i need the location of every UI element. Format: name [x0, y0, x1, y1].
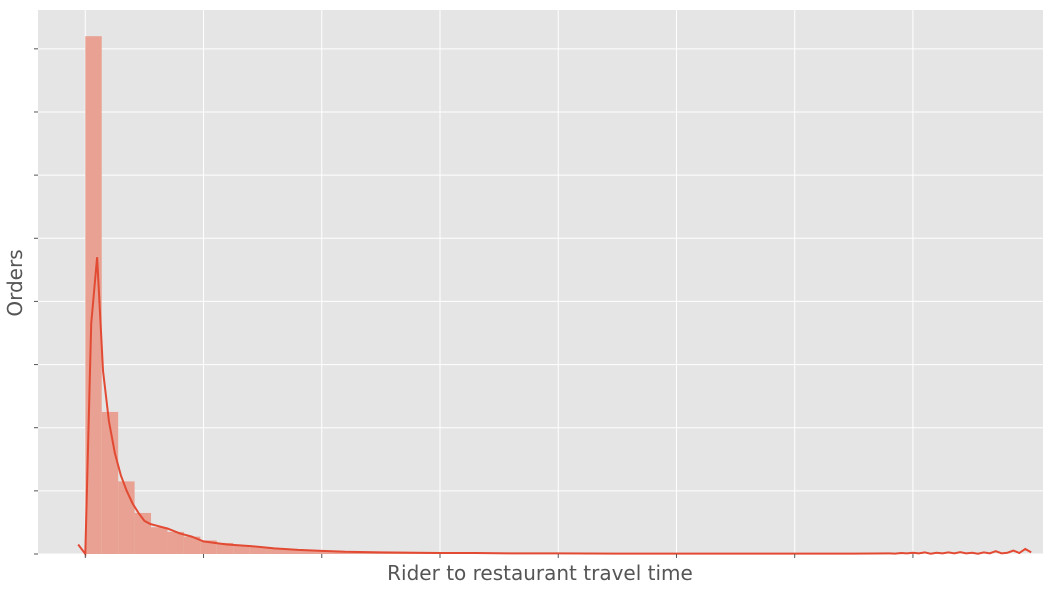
y-axis-ticks: [34, 48, 38, 555]
histogram-bar: [151, 527, 168, 554]
histogram-bar: [200, 540, 217, 554]
histogram-bar: [348, 552, 365, 554]
vertical-gridlines: [84, 10, 914, 554]
plot-background: [38, 10, 1043, 554]
y-axis-label: Orders: [3, 249, 27, 316]
horizontal-gridlines: [38, 48, 1043, 555]
histogram-bar: [282, 549, 299, 554]
histogram-bar: [331, 551, 349, 554]
histogram-bar: [315, 551, 332, 554]
histogram-bar: [183, 536, 201, 554]
histogram-bar: [216, 542, 234, 554]
histogram-bar: [233, 545, 250, 554]
histogram-bar: [298, 550, 316, 554]
x-axis-label: Rider to restaurant travel time: [387, 561, 693, 585]
histogram-bar: [101, 411, 119, 554]
histogram-bar: [167, 531, 184, 554]
histogram-bar: [266, 548, 283, 554]
histogram-bar: [249, 546, 267, 554]
kde-density-line: [77, 257, 1032, 557]
x-axis-ticks: [84, 554, 914, 558]
